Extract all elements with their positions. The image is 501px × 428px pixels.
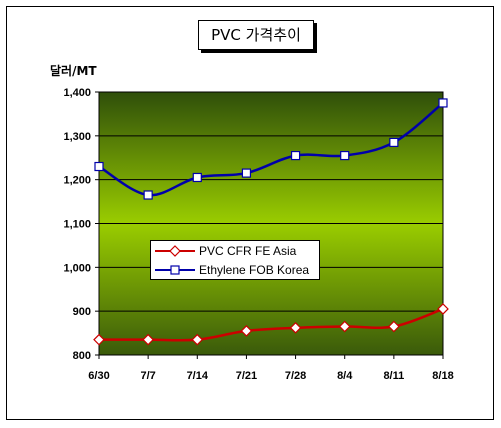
data-point-diamond [142,333,154,346]
data-point-diamond [338,320,351,333]
x-tick-label: 7/28 [285,370,306,382]
legend-label-pvc: PVC CFR FE Asia [199,244,297,258]
y-tick-label: 1,000 [63,262,91,274]
legend-item-ethylene: Ethylene FOB Korea [151,261,319,279]
data-point-square [290,150,301,161]
x-tick-label: 6/30 [88,370,109,382]
data-point-square [192,172,202,183]
x-tick-label: 7/21 [236,370,257,382]
data-point-diamond [388,320,400,333]
x-tick-label: 7/7 [140,370,155,382]
x-tick-label: 8/11 [383,370,404,382]
data-point-square [340,150,350,161]
data-point-square [143,190,153,200]
legend: PVC CFR FE Asia Ethylene FOB Korea [150,240,320,280]
y-tick-label: 900 [73,306,91,318]
data-point-square [389,137,399,148]
data-point-diamond [93,333,105,346]
y-axis-ticks: 800 900 1,000 1,100 1,200 1,300 1,400 [63,87,91,362]
y-tick-label: 1,200 [63,175,91,187]
y-tick-label: 1,100 [63,219,91,231]
y-axis-unit-label: 달러/MT [50,64,97,78]
x-tick-label: 7/14 [187,370,209,382]
data-point-diamond [437,303,449,315]
x-tick-label: 8/18 [432,370,453,382]
data-point-diamond [289,321,302,334]
data-point-square [438,98,448,108]
x-axis-ticks: 6/30 7/7 7/14 7/21 7/28 8/4 8/11 8/18 [88,355,454,382]
series-layer [93,98,449,346]
data-point-square [94,161,104,172]
chart-title: PVC 가격추이 [198,20,314,50]
x-tick-label: 8/4 [337,370,353,382]
y-tick-label: 1,400 [63,87,91,99]
data-point-diamond [191,333,204,346]
legend-item-pvc: PVC CFR FE Asia [151,242,319,260]
legend-square-icon [155,265,195,275]
legend-label-ethylene: Ethylene FOB Korea [199,263,310,277]
data-point-square [241,168,252,178]
data-point-diamond [240,325,253,337]
y-tick-label: 800 [73,350,91,362]
chart-border [6,6,494,420]
legend-diamond-icon [155,245,195,257]
y-tick-label: 1,300 [63,131,91,143]
